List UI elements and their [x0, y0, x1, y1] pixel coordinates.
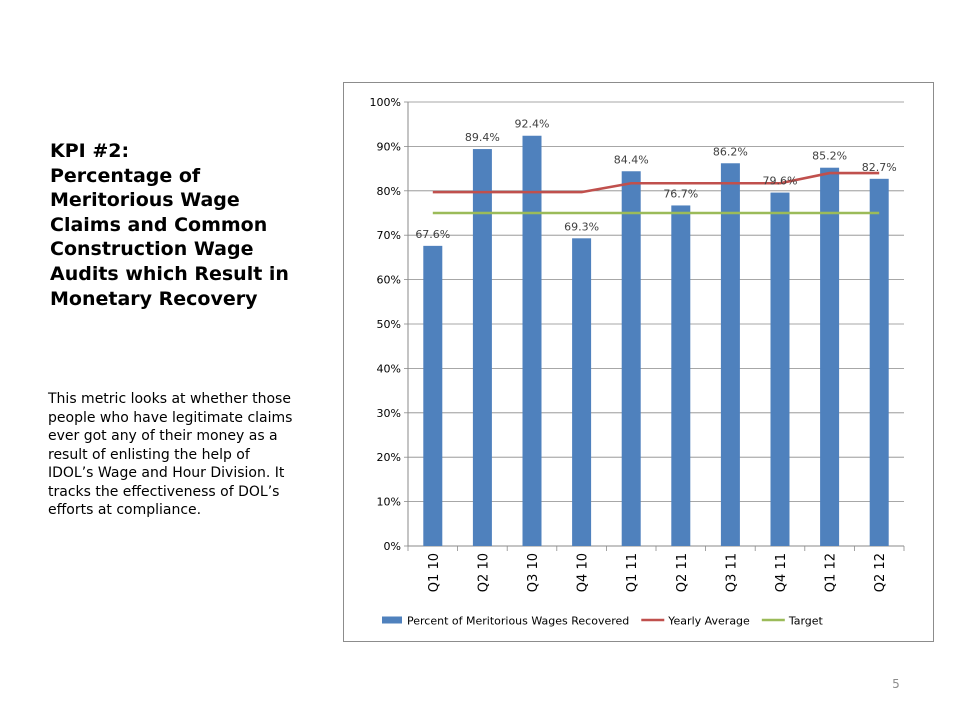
- legend-label: Percent of Meritorious Wages Recovered: [407, 615, 629, 628]
- legend-label: Yearly Average: [667, 615, 750, 628]
- x-tick-label: Q2 12: [873, 553, 888, 592]
- legend-swatch: [382, 616, 402, 624]
- data-label: 84.4%: [614, 153, 649, 166]
- legend-label: Target: [788, 615, 824, 628]
- y-tick-label: 100%: [370, 96, 401, 109]
- x-tick-label: Q1 10: [427, 553, 442, 592]
- bar: [720, 163, 740, 546]
- x-tick-label: Q4 11: [774, 553, 789, 592]
- x-tick-label: Q1 12: [824, 553, 839, 592]
- bar: [522, 135, 542, 546]
- yearly-average-line: [432, 171, 880, 194]
- bar: [820, 167, 840, 546]
- bar: [572, 238, 592, 547]
- data-label: 79.6%: [763, 175, 798, 188]
- kpi-number: KPI #2:: [50, 140, 130, 162]
- y-tick-label: 30%: [377, 407, 401, 420]
- data-label: 89.4%: [465, 131, 500, 144]
- x-tick-label: Q3 11: [724, 553, 739, 592]
- bar: [869, 178, 889, 546]
- bar-line-chart: 0% 10% 20% 30% 40% 50% 60% 70% 80% 90% 100% 67.6% 89…: [370, 96, 905, 628]
- x-tick-label: Q4 10: [576, 553, 591, 592]
- data-label: 92.4%: [515, 118, 550, 131]
- bar: [671, 205, 691, 546]
- chart-frame: 0% 10% 20% 30% 40% 50% 60% 70% 80% 90% 100% 67.6% 89…: [343, 82, 934, 642]
- kpi-name: Percentage of Meritorious Wage Claims an…: [50, 164, 289, 310]
- data-label: 76.7%: [663, 187, 698, 200]
- y-tick-label: 70%: [377, 229, 401, 242]
- x-tick-label: Q2 11: [675, 553, 690, 592]
- y-tick-label: 50%: [377, 318, 401, 331]
- y-tick-label: 60%: [377, 274, 401, 287]
- kpi-description: This metric looks at whether those peopl…: [48, 391, 293, 518]
- slide-number: 5: [892, 677, 900, 691]
- bar: [621, 171, 641, 546]
- y-tick-label: 10%: [377, 496, 401, 509]
- data-label: 82.7%: [862, 161, 897, 174]
- data-label: 69.3%: [564, 220, 599, 233]
- data-label: 85.2%: [812, 150, 847, 163]
- y-tick-label: 0%: [384, 540, 401, 553]
- bar: [423, 245, 443, 546]
- y-tick-label: 20%: [377, 451, 401, 464]
- x-tick-label: Q2 10: [476, 553, 491, 592]
- x-tick-label: Q3 10: [526, 553, 541, 592]
- y-tick-label: 90%: [377, 140, 401, 153]
- x-tick-label: Q1 11: [625, 553, 640, 592]
- y-tick-label: 80%: [377, 185, 401, 198]
- bar: [770, 192, 790, 546]
- bar: [472, 149, 492, 546]
- data-label: 67.6%: [415, 228, 450, 241]
- kpi-title: KPI #2: Percentage of Meritorious Wage C…: [50, 139, 295, 311]
- data-label: 86.2%: [713, 145, 748, 158]
- y-tick-label: 40%: [377, 362, 401, 375]
